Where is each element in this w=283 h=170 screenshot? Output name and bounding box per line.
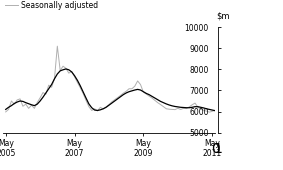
Seasonally adjusted [76, 81, 79, 83]
Text: $m: $m [216, 12, 230, 21]
Line: Trend: Trend [6, 69, 215, 111]
Line: Seasonally adjusted: Seasonally adjusted [6, 46, 215, 112]
Seasonally adjusted [50, 86, 53, 88]
Seasonally adjusted [47, 84, 50, 86]
Trend [4, 108, 7, 111]
Trend [50, 83, 53, 86]
Seasonally adjusted [56, 45, 59, 47]
Trend [76, 79, 79, 81]
Seasonally adjusted [196, 106, 200, 108]
Trend [213, 110, 217, 112]
Trend [47, 88, 50, 90]
Legend: Trend, Seasonally adjusted: Trend, Seasonally adjusted [5, 0, 98, 10]
Trend [196, 106, 200, 108]
Seasonally adjusted [125, 90, 128, 92]
Trend [125, 92, 128, 94]
Trend [64, 68, 68, 70]
Seasonally adjusted [213, 109, 217, 111]
Seasonally adjusted [4, 111, 7, 113]
Seasonally adjusted [122, 92, 125, 94]
Trend [122, 94, 125, 96]
Seasonally adjusted [208, 111, 211, 113]
